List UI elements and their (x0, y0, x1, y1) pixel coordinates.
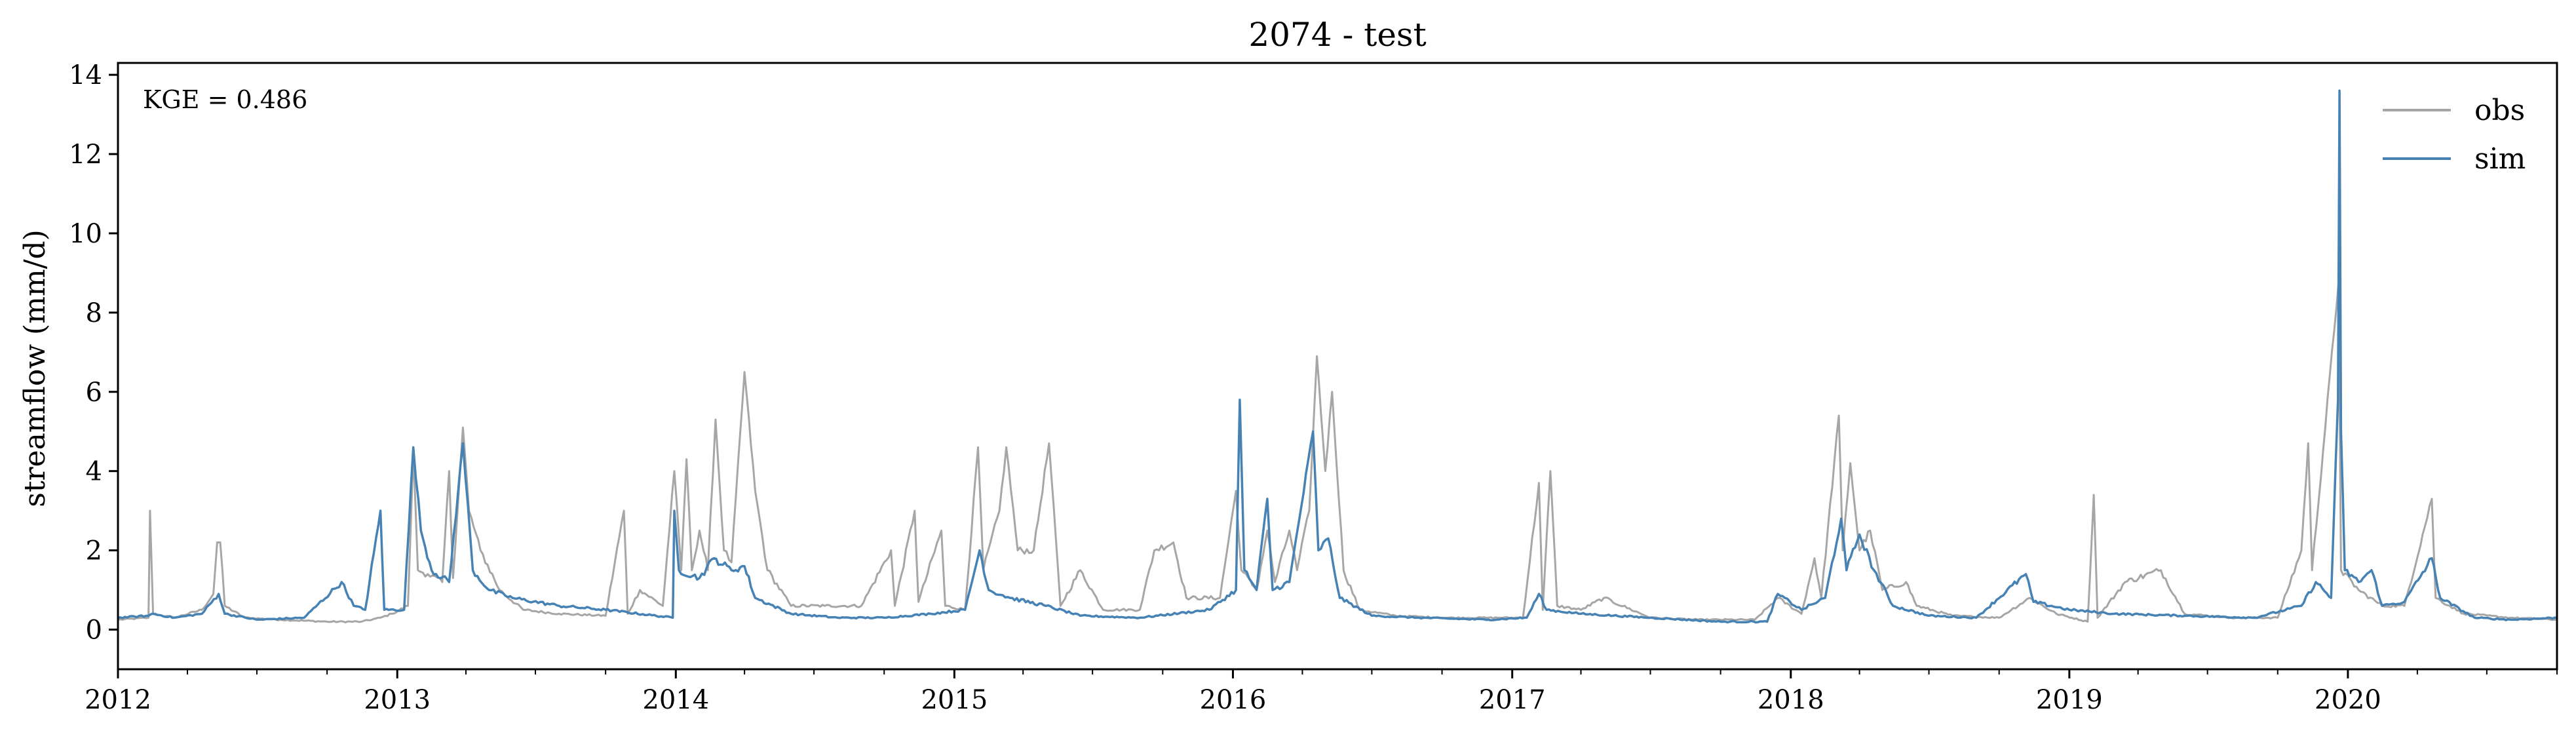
x-tick-label: 2019 (2036, 685, 2103, 715)
y-tick-label: 2 (86, 536, 102, 566)
x-tick-label: 2015 (921, 685, 988, 715)
series-line-obs (117, 280, 2558, 623)
y-axis-label: streamflow (mm/d) (18, 229, 52, 507)
series-line-sim (117, 89, 2558, 624)
legend: obs sim (2383, 94, 2526, 176)
x-tick-label: 2016 (1200, 685, 1267, 715)
x-tick-label: 2013 (364, 685, 431, 715)
legend-label-obs: obs (2474, 94, 2525, 127)
y-tick-label: 10 (69, 219, 102, 249)
x-tick-label: 2012 (85, 685, 151, 715)
x-tick-label: 2014 (642, 685, 709, 715)
series-layer (117, 89, 2558, 624)
y-tick-label: 12 (69, 140, 102, 170)
y-tick-label: 8 (86, 298, 102, 328)
x-tick-label: 2017 (1479, 685, 1546, 715)
chart-title: 2074 - test (1248, 16, 1426, 54)
y-tick-label: 14 (69, 60, 102, 90)
x-tick-label: 2020 (2315, 685, 2381, 715)
plot-frame (117, 62, 2558, 671)
x-axis: 2012 2013 2014 2015 2016 2017 2018 2019 2020 (85, 669, 2558, 715)
y-tick-label: 0 (86, 615, 102, 646)
y-tick-label: 4 (86, 457, 102, 487)
legend-label-sim: sim (2474, 142, 2526, 176)
y-tick-label: 6 (86, 378, 102, 408)
y-axis: 0 2 4 6 8 10 12 14 (69, 60, 118, 646)
kge-annotation: KGE = 0.486 (143, 85, 307, 114)
x-tick-label: 2018 (1758, 685, 1824, 715)
